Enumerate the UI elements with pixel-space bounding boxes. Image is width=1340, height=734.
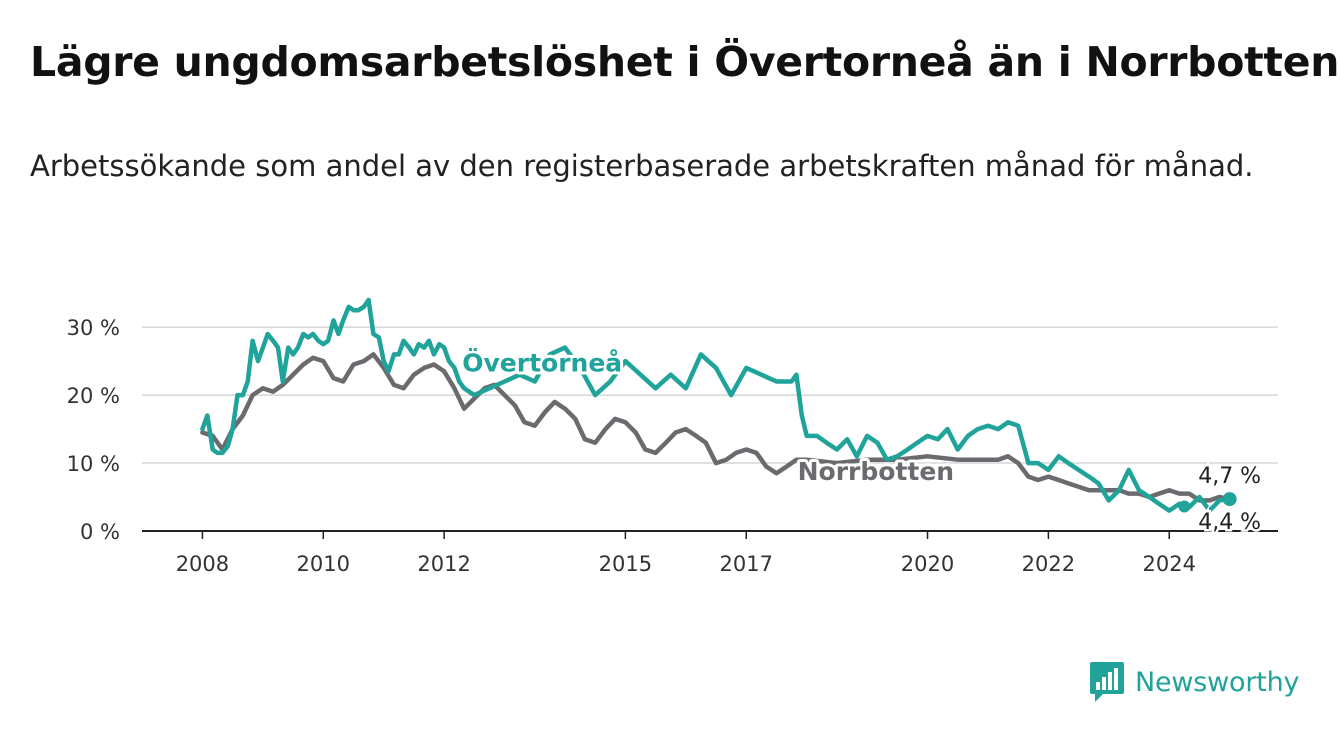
series-line-norrbotten (200, 352, 1232, 503)
norrbotten-end-label: 4,7 % (1198, 464, 1261, 489)
x-tick-label: 2022 (1022, 552, 1075, 576)
y-tick-label: 10 % (67, 452, 120, 476)
y-tick-label: 30 % (67, 316, 120, 340)
bar-chart-logo-icon (1090, 662, 1124, 702)
brand-name: Newsworthy (1135, 666, 1300, 698)
x-tick-label: 2008 (176, 552, 229, 576)
chart-subtitle: Arbetssökande som andel av den registerb… (30, 149, 1254, 183)
chart-title: Lägre ungdomsarbetslöshet i Övertorneå ä… (30, 38, 1340, 86)
x-axis-ticks: 2008 2010 2012 2015 2017 2020 2022 2024 (176, 531, 1196, 576)
x-tick-label: 2020 (901, 552, 954, 576)
y-tick-label: 0 % (80, 520, 120, 544)
series-lines (200, 297, 1232, 513)
overtornea-end-label: 4,4 % (1198, 510, 1261, 535)
x-tick-label: 2012 (417, 552, 470, 576)
x-tick-label: 2015 (599, 552, 652, 576)
overtornea-end-marker (1222, 492, 1237, 507)
x-tick-label: 2010 (297, 552, 350, 576)
x-tick-label: 2024 (1143, 552, 1196, 576)
y-tick-label: 20 % (67, 384, 120, 408)
series-label-overtornea: Övertorneå (462, 347, 622, 377)
series-label-norrbotten: Norrbotten (798, 457, 954, 486)
x-tick-label: 2017 (720, 552, 773, 576)
y-axis-ticks: 0 % 10 % 20 % 30 % (67, 316, 120, 544)
series-labels: Övertorneå Norrbotten 4,7 % 4,4 % (459, 344, 1263, 537)
overtornea-marker (1178, 500, 1191, 513)
newsworthy-logo: Newsworthy (1089, 660, 1300, 704)
series-line-overtornea (200, 297, 1232, 513)
